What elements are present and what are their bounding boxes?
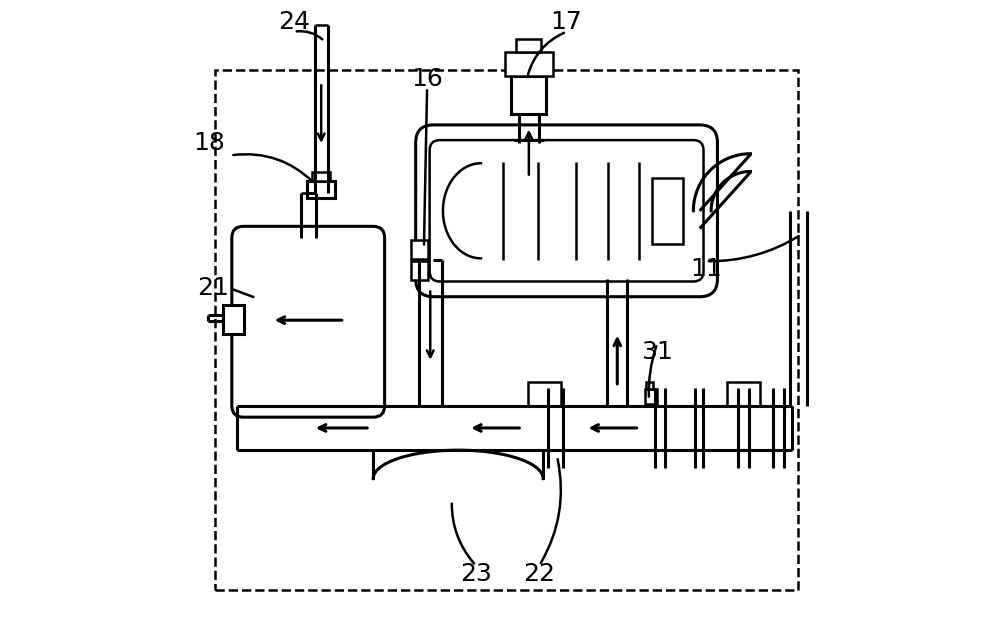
Bar: [528, 382, 561, 406]
Bar: [223, 305, 244, 334]
Bar: [646, 382, 653, 389]
Text: 21: 21: [197, 276, 229, 301]
Bar: [411, 261, 428, 280]
Bar: [505, 52, 553, 76]
Bar: [516, 39, 541, 52]
Bar: [215, 70, 798, 590]
Bar: [312, 172, 330, 181]
Text: 31: 31: [641, 340, 673, 364]
Text: 18: 18: [194, 131, 226, 155]
Bar: [727, 382, 760, 406]
Bar: [511, 76, 546, 114]
Text: 23: 23: [460, 562, 492, 586]
Bar: [652, 178, 683, 244]
FancyBboxPatch shape: [232, 226, 385, 417]
Bar: [411, 240, 428, 259]
Text: 17: 17: [551, 10, 582, 34]
Bar: [307, 181, 335, 198]
FancyBboxPatch shape: [416, 125, 717, 297]
Text: 22: 22: [523, 562, 555, 586]
Text: 11: 11: [690, 257, 722, 281]
Bar: [645, 389, 657, 404]
Text: 16: 16: [411, 67, 443, 91]
Text: 24: 24: [278, 10, 310, 34]
